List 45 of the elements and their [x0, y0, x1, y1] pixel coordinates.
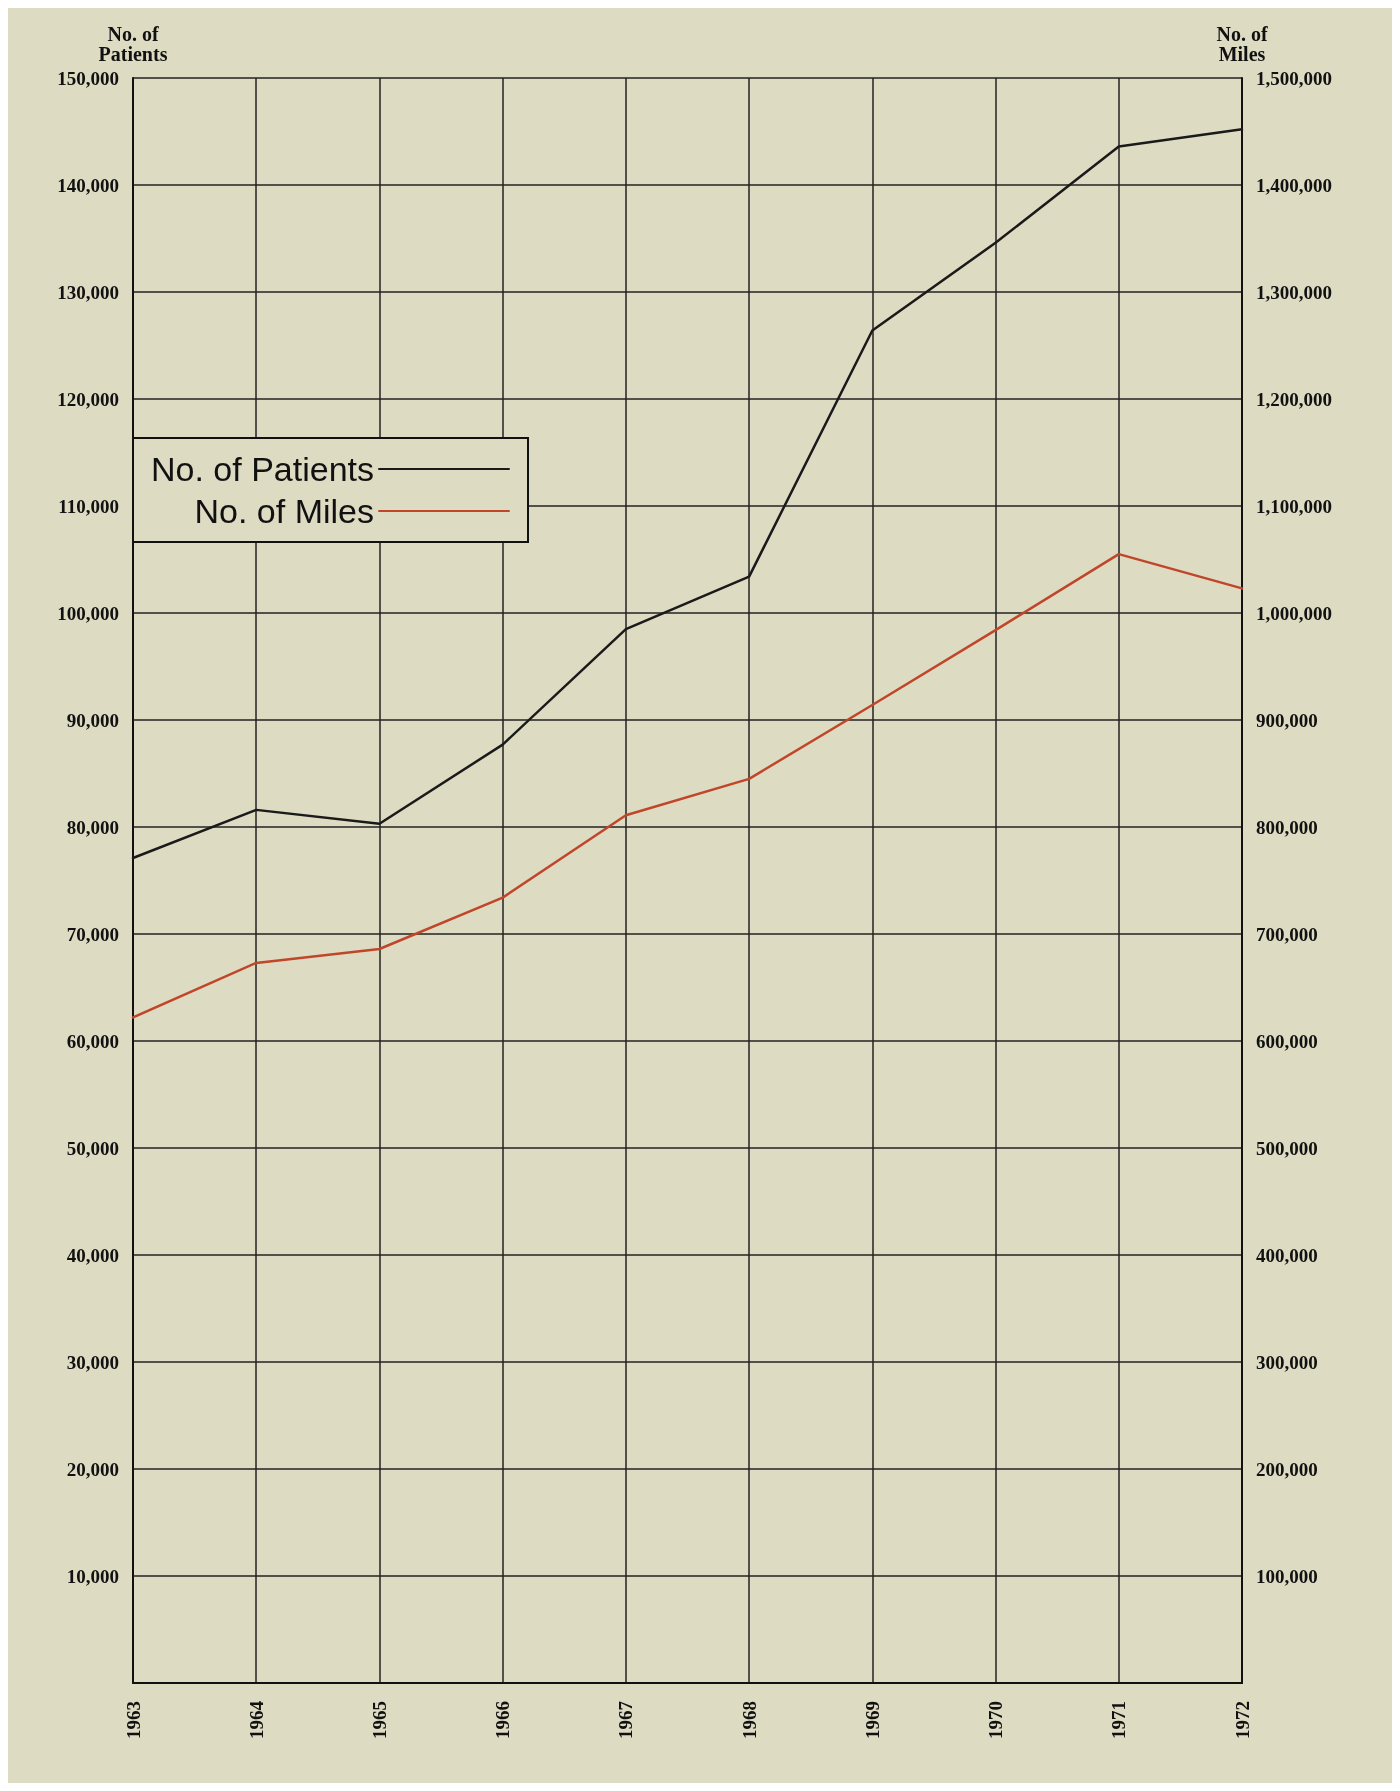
y-tick-label: 120,000	[57, 388, 119, 410]
y2-tick-label: 500,000	[1256, 1137, 1318, 1159]
y2-tick-label: 200,000	[1256, 1458, 1318, 1480]
x-tick-label: 1970	[985, 1701, 1007, 1739]
y2-tick-label: 600,000	[1256, 1030, 1318, 1052]
y2-tick-label: 400,000	[1256, 1244, 1318, 1266]
y2-tick-label: 1,300,000	[1256, 281, 1332, 303]
y-tick-label: 140,000	[57, 174, 119, 196]
legend-label: No. of Miles	[194, 492, 375, 530]
y2-tick-label: 700,000	[1256, 923, 1318, 945]
x-tick-label: 1964	[245, 1700, 267, 1739]
y-tick-label: 20,000	[66, 1458, 119, 1480]
x-tick-label: 1969	[861, 1701, 883, 1739]
y-tick-label: 60,000	[66, 1030, 119, 1052]
y2-tick-label: 1,500,000	[1256, 67, 1332, 89]
y2-tick-label: 1,400,000	[1256, 174, 1332, 196]
y-tick-label: 10,000	[66, 1565, 119, 1587]
x-tick-label: 1971	[1108, 1701, 1130, 1739]
y-axis-title: No. of Patients	[98, 23, 168, 65]
legend-label: No. of Patients	[150, 450, 375, 488]
y2-tick-label: 800,000	[1256, 816, 1318, 838]
y-tick-label: 70,000	[66, 923, 119, 945]
y-tick-label: 90,000	[66, 709, 119, 731]
y-tick-label: 100,000	[57, 602, 119, 624]
x-tick-label: 1972	[1231, 1701, 1253, 1739]
x-tick-label: 1968	[738, 1701, 760, 1739]
x-tick-label: 1967	[615, 1700, 637, 1739]
y2-axis-title: No. of Miles	[1216, 23, 1268, 65]
x-tick-label: 1963	[122, 1701, 144, 1739]
line-series	[131, 552, 1244, 1019]
y-tick-label: 50,000	[66, 1137, 119, 1159]
y2-tick-label: 1,000,000	[1256, 602, 1332, 624]
x-tick-label: 1966	[492, 1701, 514, 1739]
y-tick-label: 110,000	[58, 495, 119, 517]
y-tick-label: 150,000	[57, 67, 119, 89]
y2-tick-label: 100,000	[1256, 1565, 1318, 1587]
y2-tick-label: 300,000	[1256, 1351, 1318, 1373]
y-tick-label: 30,000	[66, 1351, 119, 1373]
y2-tick-label: 1,100,000	[1256, 495, 1332, 517]
x-tick-label: 1965	[368, 1701, 390, 1739]
y-tick-label: 130,000	[57, 281, 119, 303]
y2-tick-label: 900,000	[1256, 709, 1318, 731]
y-tick-label: 40,000	[66, 1244, 119, 1266]
y2-tick-label: 1,200,000	[1256, 388, 1332, 410]
y-tick-label: 80,000	[66, 816, 119, 838]
